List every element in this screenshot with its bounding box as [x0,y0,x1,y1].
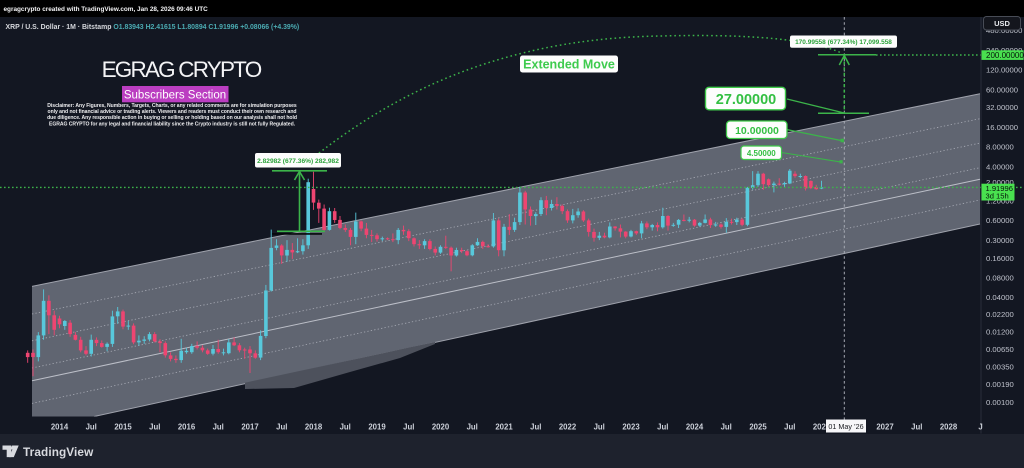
svg-text:J: J [978,423,982,432]
svg-text:2021: 2021 [495,423,513,432]
svg-text:2016: 2016 [178,423,196,432]
svg-text:0.01200: 0.01200 [986,327,1014,336]
svg-text:480.00000: 480.00000 [986,26,1022,35]
svg-text:0.04000: 0.04000 [986,293,1014,302]
svg-text:0.00190: 0.00190 [986,380,1014,389]
svg-text:Jul: Jul [467,423,478,432]
svg-text:16.00000: 16.00000 [986,123,1018,132]
svg-text:2026: 2026 [813,423,831,432]
svg-text:120.00000: 120.00000 [986,66,1022,75]
svg-text:EGRAG CRYPTO: EGRAG CRYPTO [102,57,262,82]
svg-text:2023: 2023 [622,423,640,432]
svg-text:2017: 2017 [241,423,258,432]
svg-text:2028: 2028 [940,423,958,432]
svg-text:Jul: Jul [784,423,795,432]
svg-text:2020: 2020 [432,423,450,432]
svg-text:1.91996: 1.91996 [986,184,1013,193]
svg-text:egragcrypto created with Tradi: egragcrypto created with TradingView.com… [4,6,209,13]
svg-text:Jul: Jul [149,423,160,432]
svg-text:2.00000: 2.00000 [986,178,1014,187]
svg-text:Jul: Jul [594,423,605,432]
svg-text:2014: 2014 [51,423,69,432]
svg-text:EGRAG CRYPTO for any legal and: EGRAG CRYPTO for any legal and financial… [49,121,296,127]
svg-text:200.00000: 200.00000 [986,51,1024,60]
svg-text:0.60000: 0.60000 [986,216,1014,225]
svg-text:1.20000: 1.20000 [986,197,1014,206]
svg-text:Jul: Jul [530,423,541,432]
svg-text:Jul: Jul [213,423,224,432]
svg-text:0.00100: 0.00100 [986,398,1014,407]
svg-text:due diligence. Any responsible: due diligence. Any responsible action in… [47,115,297,121]
svg-text:2.82982 (677.36%) 282,982: 2.82982 (677.36%) 282,982 [257,158,339,165]
svg-text:2024: 2024 [686,423,704,432]
svg-text:Jul: Jul [657,423,668,432]
svg-text:Disclaimer: Any Figures, Numbe: Disclaimer: Any Figures, Numbers, Target… [47,103,297,109]
svg-text:10.00000: 10.00000 [735,125,779,137]
svg-text:01 May ’26: 01 May ’26 [828,422,863,431]
svg-text:XRP / U.S. Dollar · 1M · Bitst: XRP / U.S. Dollar · 1M · Bitstamp O1.839… [6,24,300,31]
svg-text:2022: 2022 [559,423,577,432]
svg-text:4.00000: 4.00000 [986,162,1014,171]
svg-text:Jul: Jul [86,423,97,432]
svg-text:TradingView: TradingView [23,445,94,459]
svg-text:0.30000: 0.30000 [986,236,1014,245]
svg-text:2015: 2015 [114,423,132,432]
svg-text:2025: 2025 [749,423,767,432]
svg-text:Jul: Jul [403,423,414,432]
svg-text:0.08000: 0.08000 [986,274,1014,283]
svg-text:Jul: Jul [340,423,351,432]
svg-text:Extended Move: Extended Move [523,57,615,71]
svg-text:Subscribers Section: Subscribers Section [124,90,226,102]
svg-text:2019: 2019 [368,423,386,432]
svg-text:0.16000: 0.16000 [986,254,1014,263]
svg-text:Jul: Jul [276,423,287,432]
svg-text:3d 15h: 3d 15h [986,191,1009,200]
svg-text:only and not financial advice: only and not financial advice or trading… [48,109,297,115]
svg-text:0.02200: 0.02200 [986,310,1014,319]
svg-text:4.50000: 4.50000 [747,149,776,158]
svg-text:0.00650: 0.00650 [986,345,1014,354]
svg-text:32.00000: 32.00000 [986,103,1018,112]
svg-text:170.99558 (677.34%) 17,099.558: 170.99558 (677.34%) 17,099.558 [795,39,892,46]
svg-text:2027: 2027 [876,423,893,432]
svg-text:27.00000: 27.00000 [716,92,776,108]
svg-text:Jul: Jul [911,423,922,432]
svg-text:Jul: Jul [721,423,732,432]
svg-text:0.00350: 0.00350 [986,362,1014,371]
svg-text:8.00000: 8.00000 [986,143,1014,152]
svg-text:USD: USD [994,19,1010,28]
svg-text:60.00000: 60.00000 [986,85,1018,94]
svg-text:2018: 2018 [305,423,323,432]
